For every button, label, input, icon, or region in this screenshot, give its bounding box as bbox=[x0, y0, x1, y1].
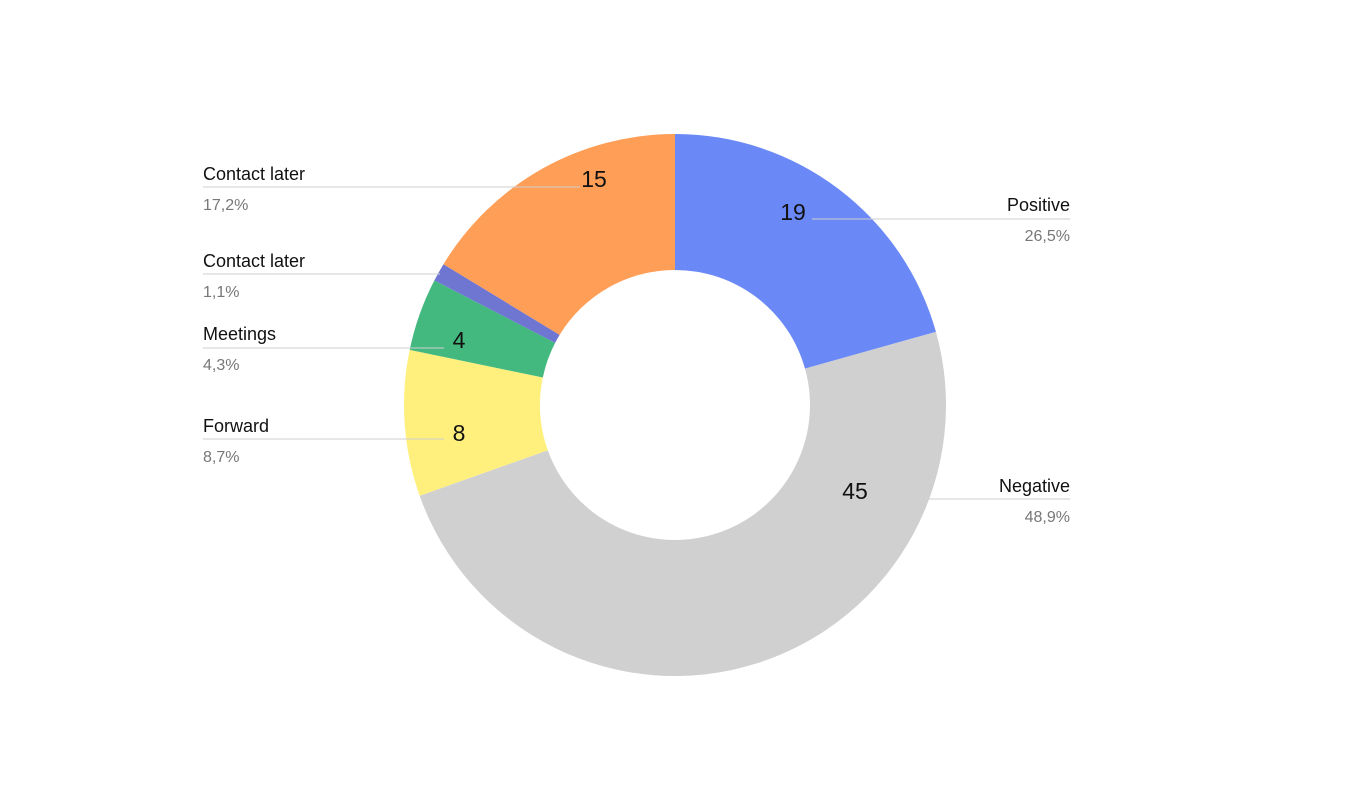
legend-percent-1: 48,9% bbox=[1025, 509, 1070, 526]
legend-percent-2: 8,7% bbox=[203, 449, 239, 466]
slice-value-label-0: 19 bbox=[780, 199, 806, 225]
legend-percent-5: 17,2% bbox=[203, 197, 248, 214]
legend-name-4: Contact later bbox=[203, 251, 305, 271]
legend-percent-3: 4,3% bbox=[203, 357, 239, 374]
slice-value-label-3: 4 bbox=[453, 327, 466, 353]
legend-percent-4: 1,1% bbox=[203, 284, 239, 301]
donut-slice-2 bbox=[404, 349, 548, 496]
legend-name-5: Contact later bbox=[203, 164, 305, 184]
legend-name-1: Negative bbox=[999, 476, 1070, 496]
legend-percent-0: 26,5% bbox=[1025, 228, 1070, 245]
slices-layer bbox=[404, 134, 946, 677]
labels-layer: 19 Positive 26,5% 45 Negative 48,9% 8 Forward 8,… bbox=[203, 164, 1070, 526]
donut-slice-3 bbox=[409, 280, 556, 378]
donut-slice-0 bbox=[675, 134, 936, 369]
slice-value-label-1: 45 bbox=[842, 478, 868, 504]
legend-name-2: Forward bbox=[203, 416, 269, 436]
donut-slice-5 bbox=[443, 134, 675, 335]
slice-value-label-2: 8 bbox=[453, 420, 466, 446]
legend-name-0: Positive bbox=[1007, 195, 1070, 215]
donut-slice-1 bbox=[419, 331, 946, 677]
slice-value-label-5: 15 bbox=[581, 166, 607, 192]
legend-name-3: Meetings bbox=[203, 324, 276, 344]
leader-lines-layer bbox=[203, 186, 1070, 500]
donut-slice-4 bbox=[434, 264, 560, 343]
